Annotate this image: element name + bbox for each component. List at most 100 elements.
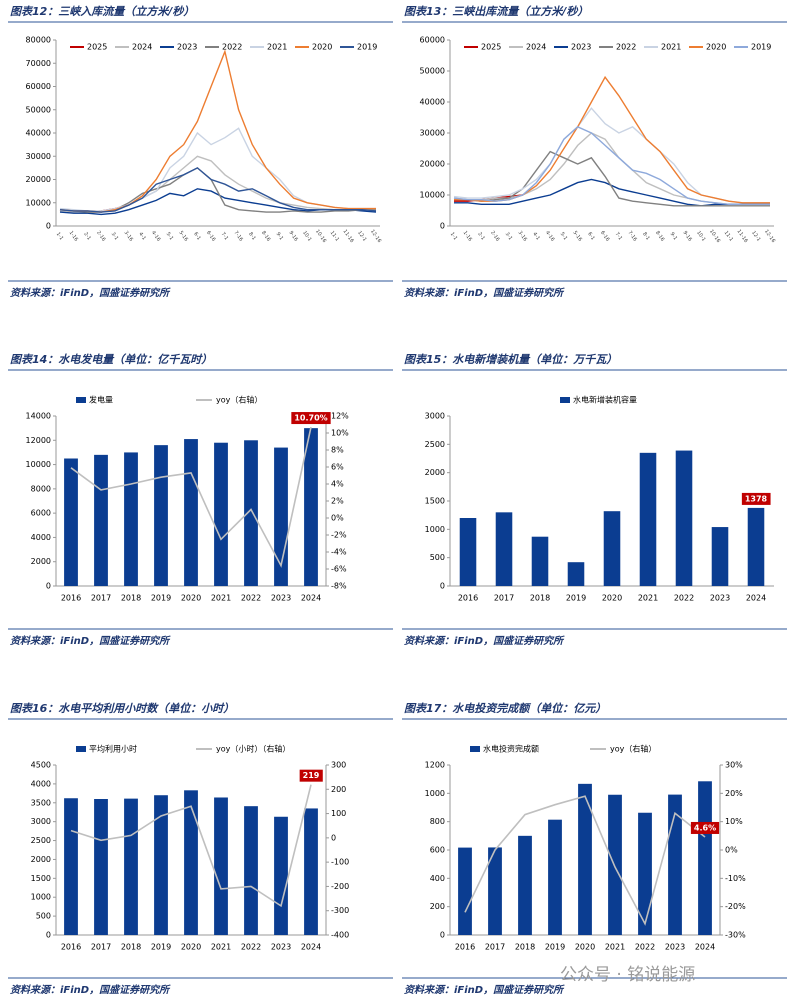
series-line xyxy=(454,150,770,207)
y2-tick-label: -100 xyxy=(331,858,349,867)
bar xyxy=(184,790,198,935)
legend-label: 发电量 xyxy=(89,395,113,405)
x-tick-label: 12-1 xyxy=(356,230,367,243)
x-tick-label: 8-16 xyxy=(260,230,271,243)
source-note: 资料来源：iFinD，国盛证券研究所 xyxy=(404,287,565,299)
y-tick-label: 4000 xyxy=(31,779,51,788)
x-tick-label: 2022 xyxy=(635,943,655,952)
x-tick-label: 12-16 xyxy=(369,229,382,244)
x-tick-label: 3-1 xyxy=(504,231,514,241)
bar xyxy=(244,440,258,586)
bar xyxy=(608,794,622,935)
x-tick-label: 2017 xyxy=(91,943,111,952)
y-tick-label: 0 xyxy=(46,582,51,591)
bar xyxy=(603,511,621,586)
watermark: 公众号 · 铭说能源 xyxy=(560,965,696,985)
y-tick-label: 80000 xyxy=(26,36,51,45)
x-tick-label: 2021 xyxy=(211,594,231,603)
y2-tick-label: -4% xyxy=(331,548,347,557)
x-tick-label: 2021 xyxy=(211,943,231,952)
x-tick-label: 2019 xyxy=(151,594,171,603)
y-tick-label: 500 xyxy=(430,553,445,562)
x-tick-label: 2022 xyxy=(241,943,261,952)
x-tick-label: 4-16 xyxy=(544,230,555,243)
x-tick-label: 2020 xyxy=(181,594,201,603)
value-label-box xyxy=(299,769,323,782)
chart-panel: 图表16：水电平均利用小时数（单位：小时） 资料来源：iFinD，国盛证券研究所 0… xyxy=(8,702,393,996)
y-tick-label: 2000 xyxy=(425,468,445,477)
y-tick-label: 30000 xyxy=(420,129,445,138)
y-tick-label: 1000 xyxy=(31,893,51,902)
x-tick-label: 2024 xyxy=(301,943,321,952)
x-tick-label: 2019 xyxy=(151,943,171,952)
x-tick-label: 2018 xyxy=(121,594,141,603)
chart-panel: 图表15：水电新增装机量（单位：万千瓦） 资料来源：iFinD，国盛证券研究所 0 5… xyxy=(402,353,787,647)
y-tick-label: 1000 xyxy=(425,789,445,798)
x-tick-label: 2023 xyxy=(665,943,685,952)
legend-swatch xyxy=(76,746,86,752)
x-tick-label: 2017 xyxy=(485,943,505,952)
x-tick-label: 11-16 xyxy=(341,229,354,244)
legend-label: 2020 xyxy=(706,43,726,52)
y-tick-label: 50000 xyxy=(26,105,51,114)
y2-tick-label: 200 xyxy=(331,785,346,794)
value-label: 1378 xyxy=(745,494,768,503)
bar xyxy=(495,512,513,586)
x-tick-label: 3-16 xyxy=(517,230,528,243)
chart-panel: 图表17：水电投资完成额（单位：亿元） 资料来源：iFinD，国盛证券研究所 0 20… xyxy=(402,702,787,996)
figure-caption: 图表15：水电新增装机量（单位：万千瓦） xyxy=(404,353,617,366)
value-label: 219 xyxy=(303,771,320,780)
y2-tick-label: 30% xyxy=(725,761,743,770)
y-tick-label: 4000 xyxy=(31,533,51,542)
legend-swatch xyxy=(470,746,480,752)
x-tick-label: 6-1 xyxy=(586,231,596,241)
x-tick-label: 2024 xyxy=(301,594,321,603)
source-note: 资料来源：iFinD，国盛证券研究所 xyxy=(404,984,565,996)
bar xyxy=(184,439,198,586)
x-tick-label: 10-16 xyxy=(708,229,721,244)
x-tick-label: 2-1 xyxy=(476,231,486,241)
y-tick-label: 2500 xyxy=(31,836,51,845)
bar xyxy=(214,442,228,586)
bar xyxy=(488,847,502,935)
bar xyxy=(64,458,78,586)
bar xyxy=(274,816,288,935)
x-tick-label: 2017 xyxy=(494,594,514,603)
figure-caption: 图表12：三峡入库流量（立方米/秒） xyxy=(10,5,194,18)
y2-tick-label: 10% xyxy=(331,429,349,438)
x-tick-label: 1-16 xyxy=(68,230,79,243)
figure-caption: 图表16：水电平均利用小时数（单位：小时） xyxy=(10,702,234,715)
yoy-line xyxy=(70,784,312,908)
legend-label: 2019 xyxy=(357,43,377,52)
bar xyxy=(244,806,258,935)
x-tick-label: 2018 xyxy=(530,594,550,603)
x-tick-label: 9-16 xyxy=(681,230,692,243)
x-tick-label: 2023 xyxy=(710,594,730,603)
x-tick-label: 4-1 xyxy=(531,231,541,241)
legend-label: 2025 xyxy=(481,43,501,52)
x-tick-label: 2024 xyxy=(746,594,766,603)
y-tick-label: 1500 xyxy=(31,874,51,883)
legend-label: 2021 xyxy=(661,43,681,52)
legend-label: yoy（右轴） xyxy=(216,395,262,405)
legend-label: 2023 xyxy=(571,43,591,52)
bar xyxy=(154,795,168,935)
value-label-box xyxy=(690,821,720,834)
y2-tick-label: -8% xyxy=(331,582,347,591)
y2-tick-label: -300 xyxy=(331,906,349,915)
legend-label: 2021 xyxy=(267,43,287,52)
y-tick-label: 60000 xyxy=(26,82,51,91)
x-tick-label: 10-1 xyxy=(695,230,706,243)
bar xyxy=(304,808,318,935)
legend-label: 水电新增装机容量 xyxy=(573,395,637,405)
x-tick-label: 12-1 xyxy=(750,230,761,243)
y2-tick-label: 4% xyxy=(331,480,344,489)
series-line xyxy=(453,107,770,204)
y-tick-label: 14000 xyxy=(26,412,51,421)
x-tick-label: 1-1 xyxy=(55,231,65,241)
bar xyxy=(711,527,729,586)
bar xyxy=(124,798,138,935)
bar xyxy=(531,536,549,586)
x-tick-label: 2021 xyxy=(605,943,625,952)
y-tick-label: 2500 xyxy=(425,440,445,449)
